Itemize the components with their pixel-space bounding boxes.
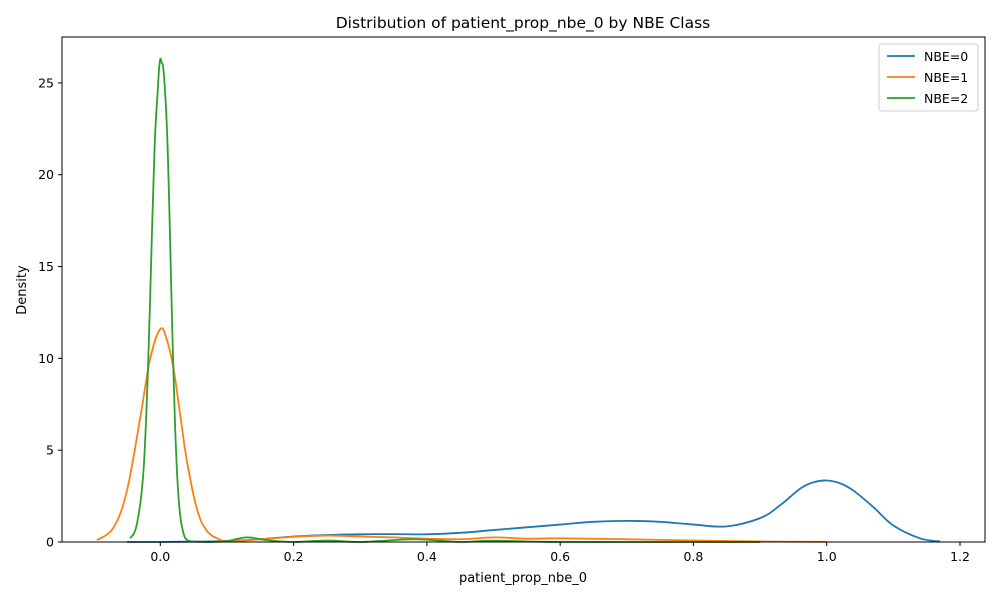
legend-box <box>878 43 979 112</box>
y-axis-label: Density <box>15 265 30 315</box>
y-tick-label: 0 <box>46 535 54 550</box>
x-axis-label: patient_prop_nbe_0 <box>459 571 587 586</box>
series-line-nbe2 <box>129 57 761 543</box>
x-tick-label: 0.4 <box>417 549 437 564</box>
x-tick-label: 0.8 <box>683 549 703 564</box>
legend: NBE=0 NBE=1 NBE=2 <box>878 43 979 112</box>
legend-label-nbe1: NBE=1 <box>924 70 968 85</box>
y-tick-label: 10 <box>38 351 54 366</box>
x-tick-label: 0.2 <box>284 549 304 564</box>
y-tick-label: 5 <box>46 443 54 458</box>
ticks-layer: 0.0 0.2 0.4 0.6 0.8 1.0 1.2 0 5 10 15 20 25 <box>38 75 970 564</box>
y-tick-label: 25 <box>38 75 54 90</box>
series-layer <box>96 57 941 543</box>
y-tick-label: 15 <box>38 259 54 274</box>
series-line-nbe1 <box>96 327 827 543</box>
x-tick-label: 1.2 <box>950 549 970 564</box>
legend-label-nbe0: NBE=0 <box>924 49 968 64</box>
x-tick-label: 0.6 <box>550 549 570 564</box>
chart-title: Distribution of patient_prop_nbe_0 by NB… <box>336 14 710 33</box>
legend-label-nbe2: NBE=2 <box>924 91 968 106</box>
x-tick-label: 1.0 <box>817 549 837 564</box>
x-tick-label: 0.0 <box>150 549 170 564</box>
y-tick-label: 20 <box>38 167 54 182</box>
plot-frame <box>61 36 986 543</box>
